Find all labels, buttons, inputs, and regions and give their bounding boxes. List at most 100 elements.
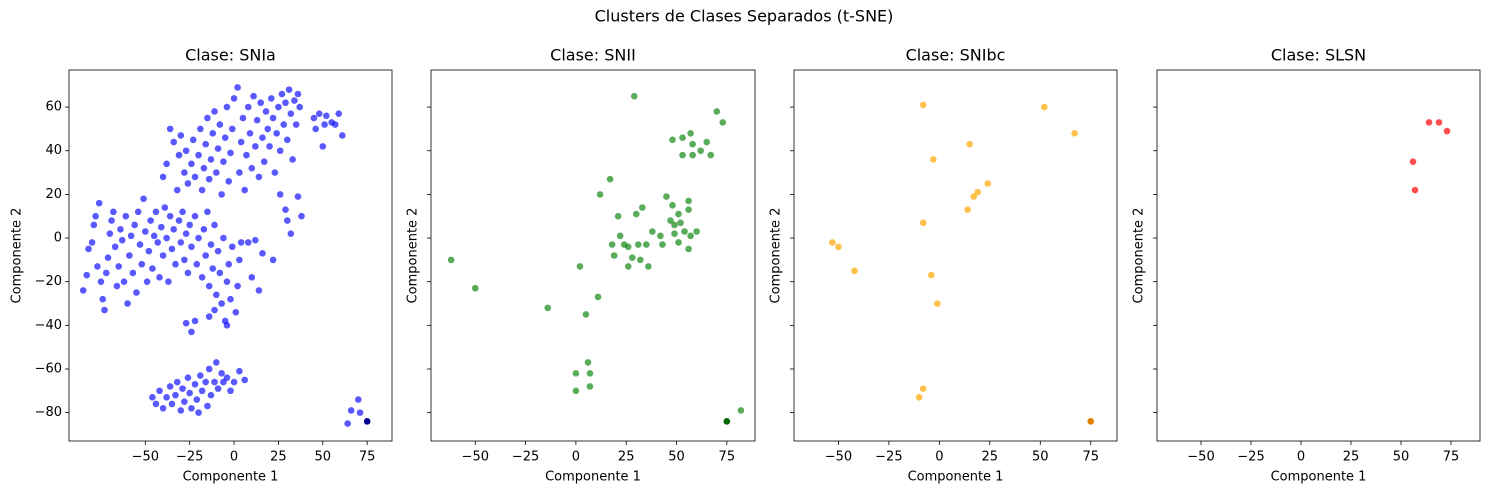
point — [280, 121, 288, 128]
point — [211, 108, 218, 115]
point — [213, 169, 220, 176]
point — [244, 239, 252, 246]
point — [181, 256, 188, 264]
point — [188, 160, 195, 168]
point — [236, 169, 243, 176]
point — [675, 239, 682, 246]
point — [282, 99, 289, 107]
point — [614, 212, 622, 220]
point — [323, 112, 330, 120]
point — [671, 221, 678, 229]
point — [685, 197, 692, 205]
point — [264, 125, 272, 133]
x-axis-label: Componente 1 — [1271, 470, 1367, 485]
point — [104, 254, 112, 261]
point — [204, 114, 211, 122]
point — [214, 247, 222, 255]
point — [218, 370, 225, 377]
point — [269, 256, 277, 264]
point — [234, 84, 241, 91]
point — [149, 394, 156, 401]
y-tick-label: 60 — [45, 100, 62, 115]
point — [184, 269, 192, 277]
point — [143, 278, 151, 285]
point — [471, 284, 479, 292]
point — [669, 202, 676, 209]
point — [115, 263, 122, 270]
point — [321, 121, 328, 128]
point — [207, 241, 215, 248]
point — [191, 212, 199, 220]
axes-frame — [430, 69, 756, 442]
point — [294, 193, 302, 200]
point — [677, 219, 684, 227]
point — [634, 241, 642, 248]
point — [246, 129, 254, 137]
point — [230, 378, 238, 386]
point — [255, 287, 263, 294]
y-tick-label: −80 — [35, 405, 62, 420]
point — [88, 239, 96, 246]
x-tick-label: −50 — [1187, 450, 1214, 465]
x-tick-label: −50 — [462, 450, 489, 465]
point — [159, 252, 167, 259]
point — [99, 295, 107, 303]
point — [919, 385, 927, 392]
point — [596, 191, 604, 198]
x-tick-label: 50 — [668, 450, 685, 465]
point — [156, 387, 163, 395]
point — [347, 407, 355, 414]
point — [252, 143, 259, 150]
point — [193, 396, 201, 403]
point — [584, 359, 592, 366]
y-tick-label: 20 — [45, 187, 62, 202]
point — [934, 300, 941, 307]
x-tick-label: 0 — [230, 450, 238, 465]
point — [214, 145, 222, 152]
point — [335, 110, 343, 117]
point — [275, 103, 282, 111]
point — [205, 365, 213, 373]
point — [616, 232, 624, 240]
y-tick-label: −40 — [35, 318, 62, 333]
point — [292, 121, 300, 128]
x-axis-label: Componente 1 — [183, 470, 279, 485]
point — [195, 151, 202, 159]
point — [1435, 119, 1443, 126]
point — [657, 232, 664, 240]
point — [312, 125, 319, 133]
point — [659, 241, 666, 248]
point — [984, 180, 992, 187]
point — [250, 92, 257, 100]
x-tick-label: 50 — [1393, 450, 1410, 465]
point — [636, 256, 644, 264]
point — [1425, 119, 1433, 126]
point — [205, 313, 213, 320]
point — [271, 169, 279, 176]
point — [188, 404, 195, 412]
point — [248, 274, 256, 281]
point — [685, 245, 692, 253]
point — [671, 230, 678, 237]
point — [202, 140, 209, 148]
point — [230, 95, 238, 102]
axes-frame — [68, 69, 393, 442]
point — [689, 151, 696, 159]
point — [170, 138, 178, 146]
point — [253, 116, 261, 124]
x-tick-label: −50 — [825, 450, 852, 465]
point — [679, 151, 686, 159]
point — [205, 282, 213, 290]
point — [447, 256, 455, 264]
point — [689, 140, 696, 148]
y-tick-label: −60 — [35, 361, 62, 376]
point — [195, 234, 202, 242]
point — [227, 295, 234, 303]
point — [236, 367, 243, 375]
point — [262, 108, 270, 115]
point — [669, 136, 676, 144]
point — [919, 219, 927, 227]
point — [181, 398, 188, 406]
point — [198, 186, 206, 194]
point — [227, 387, 234, 395]
